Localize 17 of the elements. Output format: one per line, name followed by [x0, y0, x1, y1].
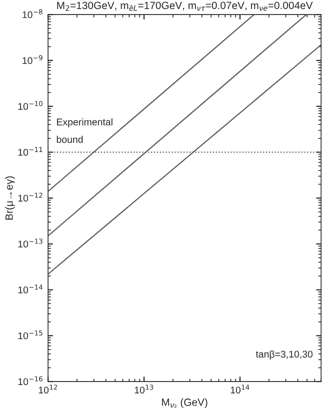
y-tick-label: 10$^{−8}$: [22, 9, 42, 18]
y-tick-label: 10$^{−11}$: [18, 146, 42, 156]
y-tick-label: 10$^{−13}$: [18, 238, 42, 248]
y-tick-label: 10$^{−16}$: [18, 376, 42, 386]
y-tick-label: 10$^{−14}$: [18, 284, 43, 294]
annotation: Experimental bound: [56, 118, 112, 143]
chart-title: M$_{2}$=130GeV, m$_{ẽL}$=170GeV, m$_{ντ}$=0.07eV, m$_{νe}$=0.004eV: [57, 2, 313, 11]
x-tick-label: 10$^{12}$: [38, 384, 58, 394]
y-axis-title: Br(μ→eγ): [5, 176, 15, 220]
y-tick-label: 10$^{−15}$: [18, 330, 42, 340]
x-tick-label: 10$^{14}$: [230, 384, 250, 394]
x-axis-title: M$_{ν₂}$ (GeV): [162, 398, 208, 408]
x-tick-label: 10$^{13}$: [134, 384, 154, 394]
y-tick-label: 10$^{−12}$: [18, 192, 42, 202]
y-tick-label: 10$^{−10}$: [18, 101, 42, 110]
annotation: tanβ=3,10,30: [256, 350, 313, 360]
y-tick-label: 10$^{−9}$: [22, 55, 42, 64]
